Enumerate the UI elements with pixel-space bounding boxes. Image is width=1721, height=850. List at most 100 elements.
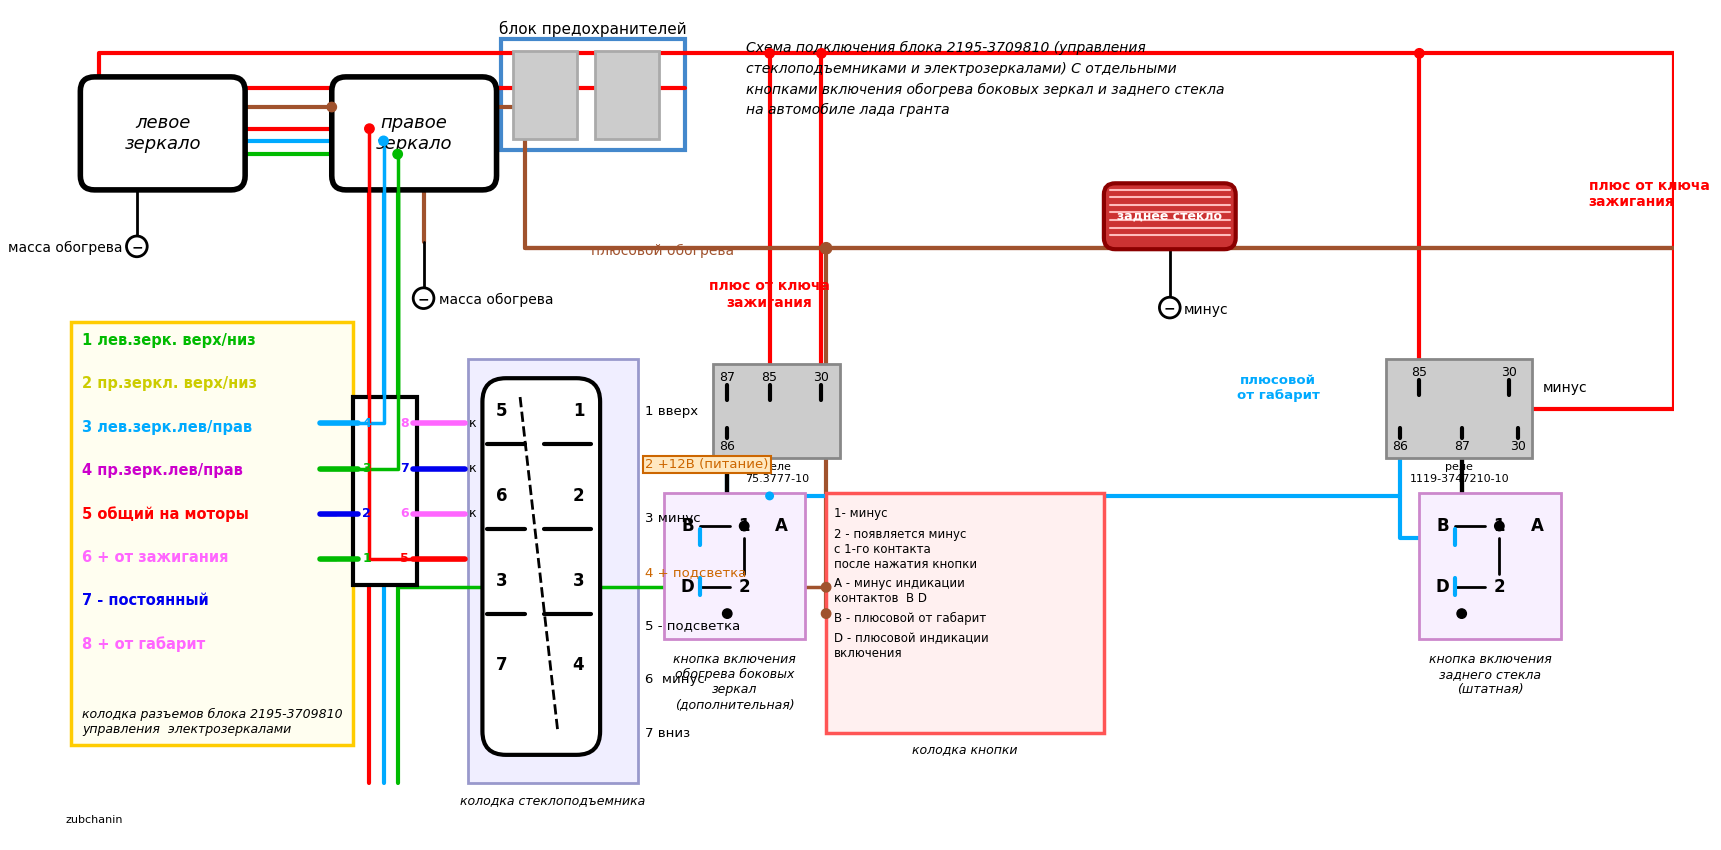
Text: Схема подключения блока 2195-3709810 (управления
стеклоподъемниками и электрозер: Схема подключения блока 2195-3709810 (уп… bbox=[747, 41, 1225, 117]
Text: 1: 1 bbox=[573, 402, 583, 420]
Text: A: A bbox=[1530, 517, 1544, 535]
Circle shape bbox=[723, 609, 731, 618]
Text: 30: 30 bbox=[1511, 440, 1527, 453]
Text: 86: 86 bbox=[719, 440, 735, 453]
Text: плюсовой обогрева: плюсовой обогрева bbox=[590, 244, 733, 258]
Text: 3: 3 bbox=[363, 462, 372, 475]
Text: к 4: к 4 bbox=[470, 416, 489, 430]
Text: 5 общий на моторы: 5 общий на моторы bbox=[83, 506, 250, 522]
Text: B: B bbox=[1437, 517, 1449, 535]
Text: плюс от ключа
зажигания: плюс от ключа зажигания bbox=[1588, 178, 1709, 209]
Text: 1 лев.зерк. верх/низ: 1 лев.зерк. верх/низ bbox=[83, 333, 256, 348]
FancyBboxPatch shape bbox=[81, 76, 244, 190]
Text: реле
1119-3747210-10: реле 1119-3747210-10 bbox=[1409, 462, 1509, 484]
Text: реле
75.3777-10: реле 75.3777-10 bbox=[745, 462, 809, 484]
Text: 2: 2 bbox=[738, 578, 750, 596]
Text: 5: 5 bbox=[399, 552, 408, 565]
Text: колодка стеклоподъемника: колодка стеклоподъемника bbox=[461, 795, 645, 807]
Text: заднее стекло: заднее стекло bbox=[1117, 210, 1222, 223]
Text: 1: 1 bbox=[361, 552, 372, 565]
Text: 3: 3 bbox=[496, 572, 508, 590]
Bar bbox=[664, 493, 805, 639]
Text: 2: 2 bbox=[573, 487, 583, 505]
Text: 7 вниз: 7 вниз bbox=[645, 727, 690, 740]
Text: 7: 7 bbox=[399, 462, 408, 475]
Bar bbox=[513, 50, 577, 139]
Text: 3: 3 bbox=[573, 572, 583, 590]
Text: 6 + от зажигания: 6 + от зажигания bbox=[83, 550, 229, 564]
Text: плюсовой
от габарит: плюсовой от габарит bbox=[1237, 374, 1320, 402]
Text: плюс от ключа
зажигания: плюс от ключа зажигания bbox=[709, 280, 830, 309]
Text: 2 пр.зеркл. верх/низ: 2 пр.зеркл. верх/низ bbox=[83, 377, 256, 391]
Text: 30: 30 bbox=[1501, 366, 1516, 379]
Text: 30: 30 bbox=[814, 371, 830, 383]
Text: правое
зеркало: правое зеркало bbox=[375, 114, 453, 153]
Circle shape bbox=[764, 48, 774, 58]
Text: D: D bbox=[682, 578, 695, 596]
Text: 3 лев.зерк.лев/прав: 3 лев.зерк.лев/прав bbox=[83, 420, 253, 434]
Text: 2: 2 bbox=[361, 507, 372, 520]
Text: B - плюсовой от габарит: B - плюсовой от габарит bbox=[833, 612, 986, 625]
Text: к 2: к 2 bbox=[470, 507, 489, 520]
Text: 7 - постоянный: 7 - постоянный bbox=[83, 593, 208, 608]
Text: левое
зеркало: левое зеркало bbox=[124, 114, 201, 153]
Text: D - плюсовой индикации
включения: D - плюсовой индикации включения bbox=[833, 632, 988, 660]
Text: 4: 4 bbox=[573, 656, 583, 674]
Text: 1 вверх: 1 вверх bbox=[645, 405, 699, 417]
Text: 5: 5 bbox=[496, 402, 508, 420]
FancyBboxPatch shape bbox=[332, 76, 497, 190]
FancyBboxPatch shape bbox=[1103, 184, 1236, 249]
Text: 4 + подсветка: 4 + подсветка bbox=[645, 566, 747, 579]
Text: 2: 2 bbox=[1494, 578, 1506, 596]
Text: минус: минус bbox=[1184, 303, 1229, 317]
Text: 7: 7 bbox=[496, 656, 508, 674]
Circle shape bbox=[821, 609, 831, 618]
Text: −: − bbox=[131, 241, 143, 254]
Text: −: − bbox=[1163, 302, 1175, 315]
Text: A: A bbox=[776, 517, 788, 535]
Circle shape bbox=[1415, 48, 1423, 58]
Text: 8 + от габарит: 8 + от габарит bbox=[83, 636, 205, 652]
Text: D: D bbox=[1435, 578, 1449, 596]
Text: 86: 86 bbox=[1392, 440, 1408, 453]
Text: −: − bbox=[418, 292, 429, 306]
Text: 8: 8 bbox=[399, 416, 408, 430]
Bar bbox=[595, 50, 659, 139]
Text: 87: 87 bbox=[719, 371, 735, 383]
Text: минус: минус bbox=[1544, 381, 1587, 394]
Circle shape bbox=[821, 582, 831, 592]
Bar bbox=[826, 493, 1103, 734]
Text: к 3: к 3 bbox=[470, 462, 489, 475]
Text: 1- минус: 1- минус bbox=[833, 507, 886, 520]
Circle shape bbox=[821, 242, 831, 254]
Text: 1: 1 bbox=[738, 517, 750, 535]
Text: 85: 85 bbox=[1411, 366, 1427, 379]
Circle shape bbox=[379, 136, 389, 145]
Text: 3 минус: 3 минус bbox=[645, 512, 700, 525]
Circle shape bbox=[740, 521, 749, 530]
Circle shape bbox=[817, 48, 826, 58]
Text: 4 пр.зерк.лев/прав: 4 пр.зерк.лев/прав bbox=[83, 463, 243, 478]
Text: 85: 85 bbox=[762, 371, 778, 383]
Text: 6: 6 bbox=[399, 507, 408, 520]
Text: 4: 4 bbox=[361, 416, 372, 430]
Text: zubchanin: zubchanin bbox=[65, 815, 122, 825]
Circle shape bbox=[1458, 609, 1466, 618]
Text: 6  минус: 6 минус bbox=[645, 673, 706, 686]
Text: колодка кнопки: колодка кнопки bbox=[912, 743, 1017, 756]
Text: 5 - подсветка: 5 - подсветка bbox=[645, 620, 740, 632]
Text: кнопка включения
обогрева боковых
зеркал
(дополнительная): кнопка включения обогрева боковых зеркал… bbox=[673, 653, 797, 711]
Bar bbox=[468, 360, 638, 783]
Text: 2 +12В (питание): 2 +12В (питание) bbox=[645, 458, 769, 472]
Bar bbox=[71, 321, 353, 745]
Bar bbox=[712, 364, 840, 458]
Text: кнопка включения
заднего стекла
(штатная): кнопка включения заднего стекла (штатная… bbox=[1428, 653, 1551, 696]
Circle shape bbox=[327, 102, 337, 111]
Bar bbox=[1420, 493, 1561, 639]
Bar bbox=[501, 39, 685, 150]
Text: B: B bbox=[682, 517, 694, 535]
Text: 1: 1 bbox=[1494, 517, 1506, 535]
Bar bbox=[353, 397, 418, 586]
Text: масса обогрева: масса обогрева bbox=[9, 241, 122, 255]
FancyBboxPatch shape bbox=[482, 378, 601, 755]
